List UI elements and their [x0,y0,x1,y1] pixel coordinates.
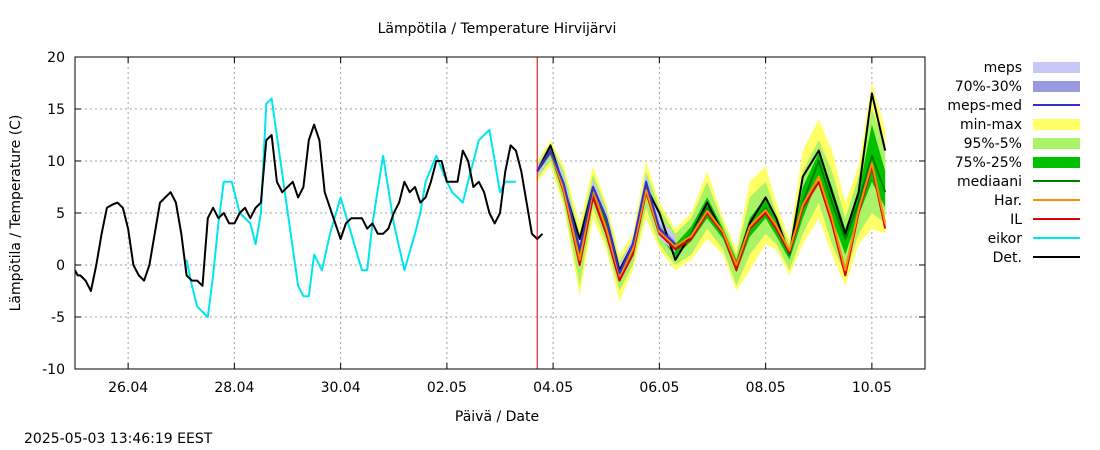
legend-label: mediaani [957,174,1022,190]
x-tick-label: 28.04 [214,380,254,396]
legend-label: 70%-30% [955,79,1022,95]
series-line-eikor [185,97,516,318]
legend-swatch [1033,81,1080,92]
y-tick-label: -10 [42,362,65,378]
legend-label: Det. [993,250,1022,266]
y-tick-label: 20 [47,50,65,66]
x-tick-label: 04.05 [533,380,573,396]
series-line-meps-med [536,149,677,275]
legend-label: meps [984,60,1022,76]
legend-swatch [1033,157,1080,168]
legend-label: min-max [960,117,1022,133]
legend-label: eikor [988,231,1023,247]
x-axis-label: Päivä / Date [455,409,539,425]
legend-label: meps-med [947,98,1022,114]
legend-swatch [1033,138,1080,149]
band-min-max [537,83,886,302]
y-tick-label: 15 [47,102,65,118]
x-tick-label: 06.05 [639,380,679,396]
legend-swatch [1033,119,1080,130]
y-tick-label: 0 [56,258,65,274]
series-line-il [536,149,887,282]
y-tick-label: -5 [51,310,65,326]
x-axis-ticks: 26.04 28.04 30.04 02.05 04.05 06.05 08.05 10.05 [108,57,892,396]
timestamp: 2025-05-03 13:46:19 EEST [24,431,213,447]
y-tick-label: 5 [56,206,65,222]
legend-swatch [1033,62,1080,73]
chart-title: Lämpötila / Temperature Hirvijärvi [378,21,617,37]
x-tick-label: 10.05 [852,380,892,396]
grid [75,57,925,369]
y-axis-ticks: -10 -5 0 5 10 15 20 [42,50,925,378]
x-tick-label: 30.04 [321,380,361,396]
x-tick-label: 02.05 [427,380,467,396]
band-meps [537,144,676,282]
legend: meps 70%-30% meps-med min-max 95%-5% 75%-25% m… [947,60,1080,266]
series-line-det- [74,123,544,292]
x-tick-label: 08.05 [746,380,786,396]
series-lines [74,92,887,318]
legend-label: 75%-25% [955,155,1022,171]
forecast-bands [537,83,886,302]
y-axis-label: Lämpötila / Temperature (C) [8,115,24,312]
legend-label: 95%-5% [964,136,1022,152]
legend-label: Har. [994,193,1022,209]
band-95-5- [537,109,886,291]
y-tick-label: 10 [47,154,65,170]
series-line-har- [536,149,887,277]
x-tick-label: 26.04 [108,380,148,396]
legend-label: IL [1010,212,1022,228]
